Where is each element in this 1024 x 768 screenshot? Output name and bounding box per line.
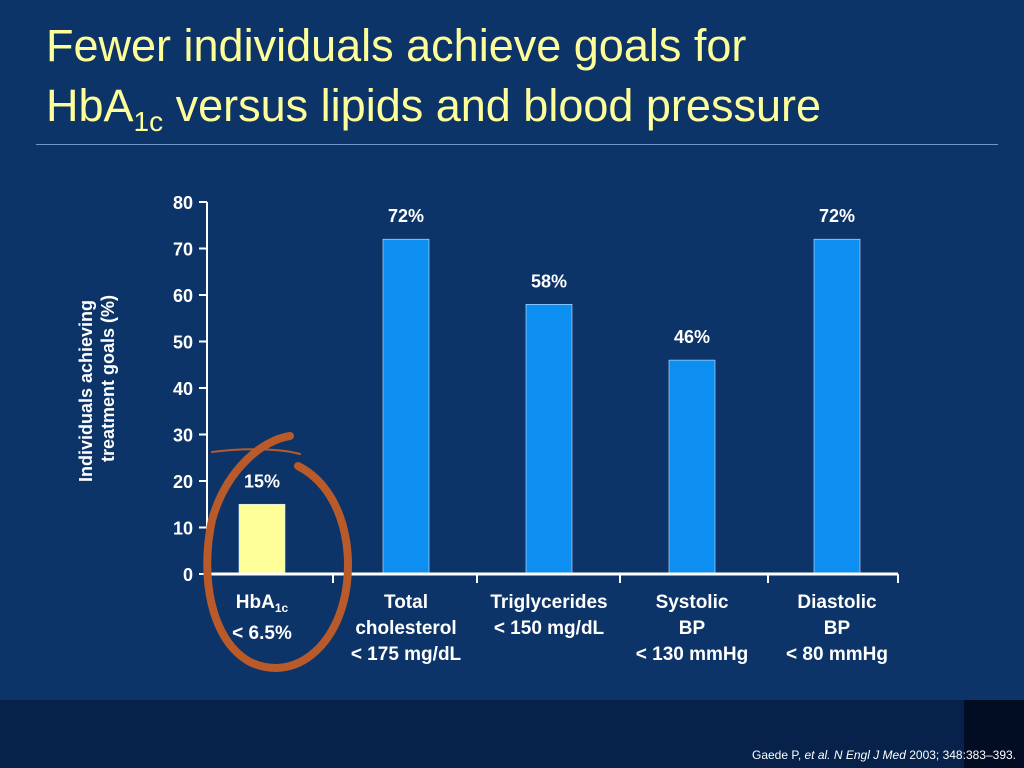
y-tick-label: 70: [173, 240, 193, 260]
bar: [382, 238, 430, 575]
bar-value-label: 72%: [819, 206, 855, 226]
bar-value-label: 72%: [388, 206, 424, 226]
bar: [238, 503, 286, 575]
x-category-label-line: cholesterol: [355, 618, 457, 639]
x-category-label-line: < 150 mg/dL: [493, 618, 605, 639]
x-category-label-line: BP: [678, 618, 706, 639]
citation-details: 2003; 348:383–393.: [905, 748, 1016, 762]
x-category-label: Triglycerides < 150 mg/dL: [474, 590, 624, 642]
y-tick-label: 0: [183, 565, 193, 585]
bar-value-label: 58%: [531, 271, 567, 291]
bar: [813, 238, 861, 575]
x-category-label-line: < 80 mmHg: [786, 644, 888, 665]
highlight-circle-stroke: [203, 432, 352, 672]
title-hba-subscript: 1c: [133, 106, 164, 137]
title-divider: [36, 144, 998, 145]
x-category-label: HbA1c < 6.5%: [187, 590, 337, 647]
citation-journal: et al. N Engl J Med: [804, 748, 906, 762]
y-tick-label: 60: [173, 286, 193, 306]
corner-block: [964, 700, 1024, 768]
y-tick-label: 80: [173, 193, 193, 213]
x-category-label-line: < 175 mg/dL: [350, 644, 462, 665]
x-category-label-line: < 130 mmHg: [635, 644, 749, 665]
y-tick-label: 30: [173, 426, 193, 446]
title-hba-prefix: HbA: [46, 80, 134, 131]
title-suffix: versus lipids and blood pressure: [163, 80, 821, 131]
bar-value-label: 46%: [674, 327, 710, 347]
bars: 15% 72% 58% 46% 72%: [238, 206, 861, 575]
y-tick-label: 10: [173, 519, 193, 539]
bar-chart: 0 10 20 30 40 50 60 70 80 15% 72% 58% 46% 72%: [173, 193, 899, 672]
bar-value-label: 15%: [244, 471, 280, 491]
y-tick-label: 20: [173, 472, 193, 492]
x-category-label: Systolic BP < 130 mmHg: [617, 590, 767, 668]
x-category-label-line: HbA1c: [187, 590, 337, 621]
footer-band: [0, 700, 1024, 768]
bar: [525, 303, 573, 575]
x-category-label-line: < 6.5%: [232, 623, 292, 644]
citation: Gaede P, et al. N Engl J Med 2003; 348:3…: [752, 748, 1016, 762]
y-tick-label: 40: [173, 379, 193, 399]
x-category-label-line: Systolic: [655, 592, 729, 613]
category-hba-subscript: 1c: [274, 601, 289, 615]
x-category-label: Diastolic BP < 80 mmHg: [762, 590, 912, 668]
x-category-label-line: BP: [823, 618, 851, 639]
x-category-label-line: Diastolic: [797, 592, 877, 613]
slide-title-line-1: Fewer individuals achieve goals for: [46, 20, 747, 71]
citation-authors: Gaede P,: [752, 748, 805, 762]
bar: [668, 359, 716, 575]
category-hba-prefix: HbA: [235, 592, 275, 613]
highlight-circle: [203, 432, 352, 672]
highlight-circle-tail: [211, 448, 301, 455]
y-tick-label: 50: [173, 333, 193, 353]
y-ticks: 0 10 20 30 40 50 60 70 80: [173, 193, 207, 585]
x-category-label: Total cholesterol < 175 mg/dL: [331, 590, 481, 668]
axes: [206, 202, 899, 583]
x-category-label-line: Triglycerides: [490, 592, 608, 613]
x-category-label-line: Total: [384, 592, 428, 613]
slide-title-line-2: HbA1c versus lipids and blood pressure: [46, 80, 821, 148]
